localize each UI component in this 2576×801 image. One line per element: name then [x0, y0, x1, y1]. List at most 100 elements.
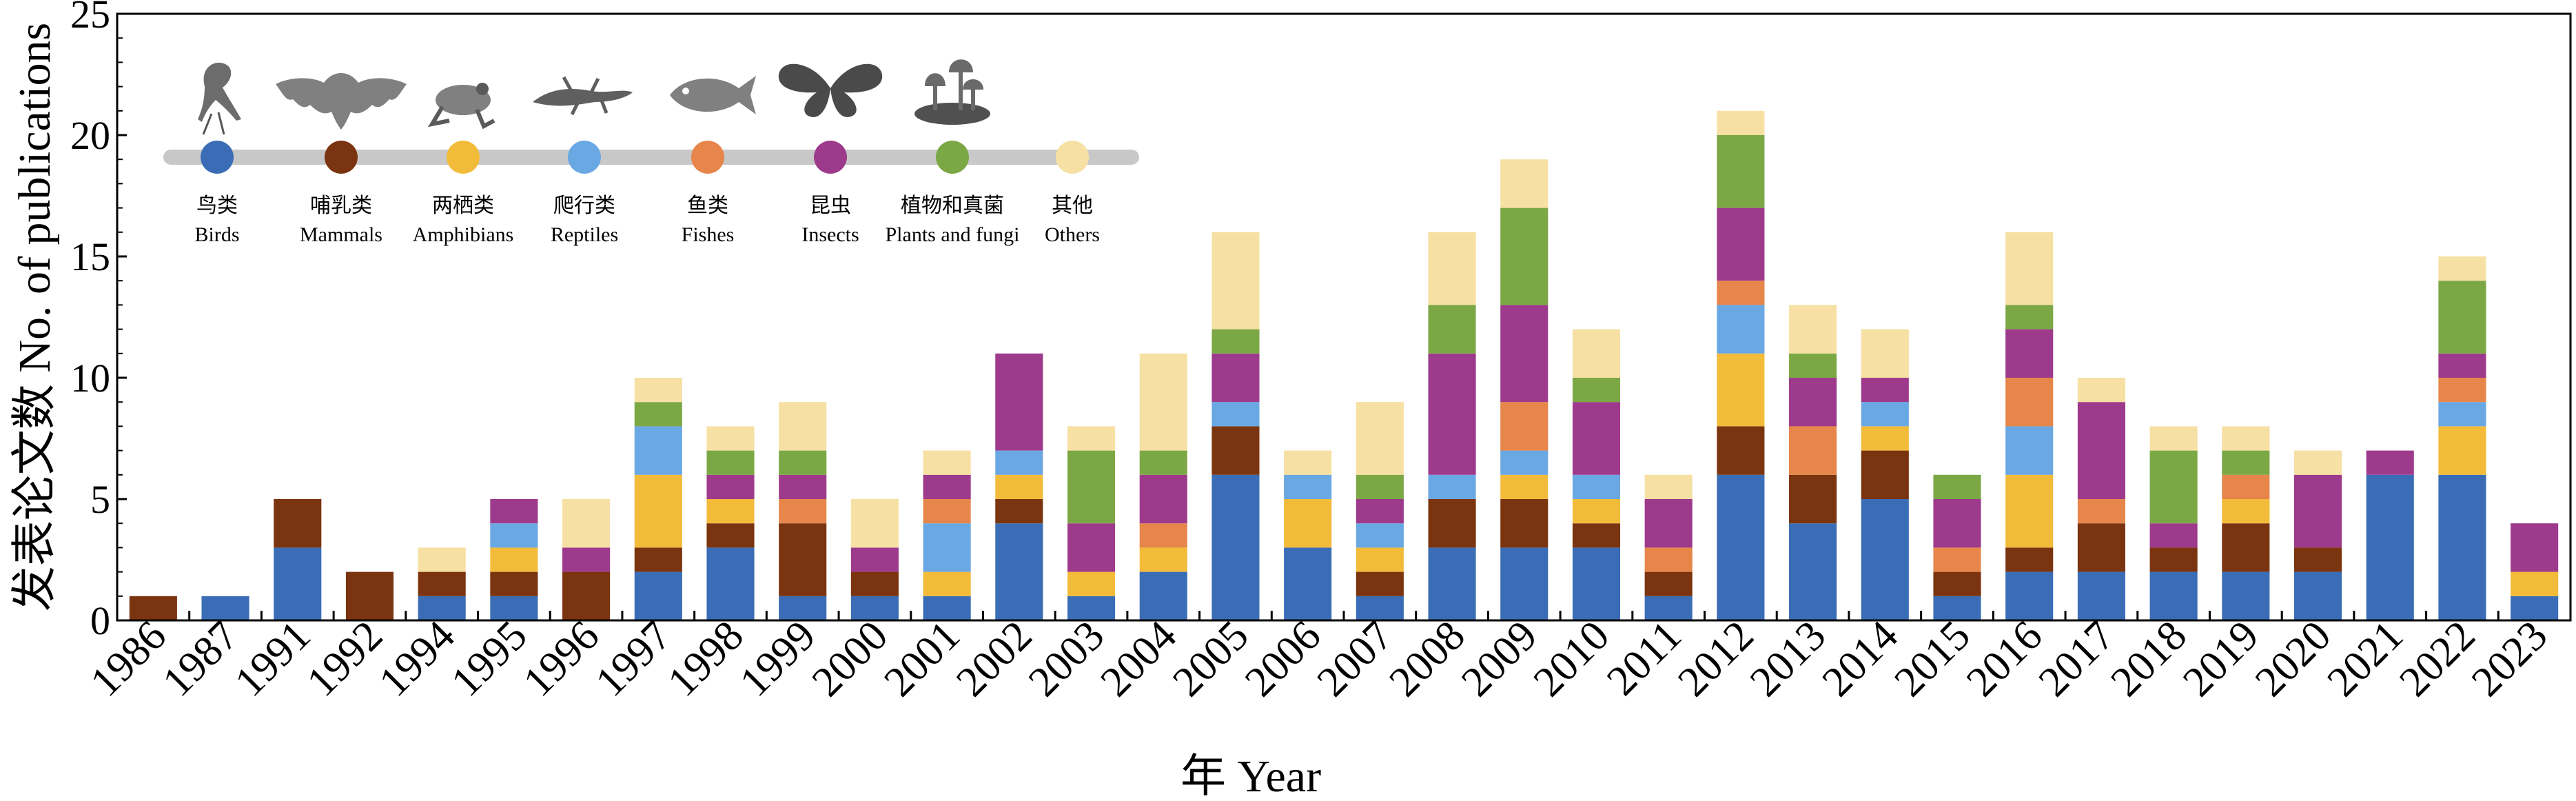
legend-label-en: Insects: [801, 223, 859, 246]
bar-segment-2012-fishes: [1717, 281, 1765, 305]
x-tick-label: 1991: [226, 612, 320, 706]
bar-segment-2013-plants-and-fungi: [1789, 353, 1837, 378]
bar-segment-1995-amphibians: [490, 547, 538, 572]
bar-segment-2014-amphibians: [1861, 426, 1909, 451]
bar-segment-2015-insects: [1933, 499, 1981, 548]
bar-segment-1999-others: [779, 402, 827, 451]
bar-segment-2006-amphibians: [1284, 499, 1332, 548]
bar-segment-2016-others: [2005, 232, 2054, 305]
bar-segment-2009-others: [1500, 159, 1548, 208]
bar-segment-1994-mammals: [418, 571, 466, 596]
bar-segment-2001-others: [923, 450, 971, 475]
bar-segment-2019-plants-and-fungi: [2222, 450, 2270, 475]
bar-segment-1998-amphibians: [706, 499, 755, 524]
bar-segment-2005-insects: [1212, 353, 1260, 403]
x-tick-label: 2013: [1741, 612, 1835, 706]
x-tick-label: 1999: [731, 612, 825, 706]
x-tick-label: 2002: [948, 612, 1041, 706]
bar-segment-2013-mammals: [1789, 474, 1837, 524]
bar-segment-2008-others: [1428, 232, 1476, 305]
bar-segment-1997-others: [634, 378, 682, 403]
bar-segment-2014-others: [1861, 329, 1909, 378]
bar-segment-2013-fishes: [1789, 426, 1837, 475]
bar-segment-1997-birds: [634, 571, 682, 620]
x-tick-label: 2012: [1669, 612, 1763, 706]
bar-segment-2017-mammals: [2077, 523, 2125, 572]
bar-segment-1996-insects: [562, 547, 611, 572]
bar-segment-2000-birds: [850, 596, 899, 620]
bar-segment-2001-amphibians: [923, 571, 971, 596]
legend-label-en: Fishes: [682, 223, 735, 246]
bar-segment-1996-mammals: [562, 571, 611, 620]
bar-segment-2016-birds: [2005, 571, 2054, 620]
bar-segment-2019-birds: [2222, 571, 2270, 620]
bar-segment-2014-birds: [1861, 499, 1909, 620]
x-tick-label: 1996: [515, 612, 609, 706]
bar-segment-2002-amphibians: [995, 474, 1043, 499]
bar-segment-2017-fishes: [2077, 499, 2125, 524]
bar-segment-2013-birds: [1789, 523, 1837, 620]
bar-segment-2016-amphibians: [2005, 474, 2054, 548]
bar-segment-2003-plants-and-fungi: [1067, 450, 1116, 524]
bar-segment-1995-insects: [490, 499, 538, 524]
legend-label-zh: 其他: [1052, 194, 1093, 217]
x-axis: 1986198719911992199419951996199719981999…: [81, 611, 2557, 706]
bar-segment-2023-amphibians: [2511, 571, 2559, 596]
y-axis: 0 5 10 15 20 25: [70, 0, 127, 643]
bar-segment-1997-mammals: [634, 547, 682, 572]
bar-segment-1999-insects: [779, 474, 827, 499]
bar-segment-2018-birds: [2149, 571, 2198, 620]
bar-segment-2023-birds: [2511, 596, 2559, 620]
lizard-icon: [533, 76, 633, 116]
bar-segment-1999-plants-and-fungi: [779, 450, 827, 475]
bar-segment-2009-birds: [1500, 547, 1548, 620]
bar-segment-2002-birds: [995, 523, 1043, 620]
bar-segment-2008-birds: [1428, 547, 1476, 620]
x-tick-label: 2004: [1092, 612, 1185, 706]
bar-segment-2023-insects: [2511, 523, 2559, 572]
x-tick-label: 2017: [2030, 612, 2124, 706]
bar-segment-2010-plants-and-fungi: [1572, 378, 1621, 403]
bar-segment-2012-birds: [1717, 474, 1765, 620]
bar-segment-2016-plants-and-fungi: [2005, 305, 2054, 329]
bar-segment-2022-insects: [2438, 353, 2486, 378]
bar-segment-2002-mammals: [995, 499, 1043, 524]
bar-segment-2011-birds: [1644, 596, 1693, 620]
bar-segment-2006-others: [1284, 450, 1332, 475]
bar-segment-2007-others: [1356, 402, 1404, 475]
bar-segment-2007-reptiles: [1356, 523, 1404, 548]
bar-segment-2012-others: [1717, 110, 1765, 135]
legend-swatch-plants-and-fungi: [936, 141, 969, 174]
bar-segment-2022-amphibians: [2438, 426, 2486, 475]
legend-label-zh: 鱼类: [687, 194, 728, 217]
bar-segment-1998-plants-and-fungi: [706, 450, 755, 475]
bar-segment-2009-mammals: [1500, 499, 1548, 548]
x-tick-label: 1995: [442, 612, 536, 706]
bar-segment-2015-plants-and-fungi: [1933, 474, 1981, 499]
bar-segment-2018-mammals: [2149, 547, 2198, 572]
x-tick-label: 1998: [659, 612, 753, 706]
x-tick-label: 1994: [370, 612, 464, 706]
x-tick-label: 1987: [154, 612, 247, 706]
bar-segment-2000-insects: [850, 547, 899, 572]
bar-segment-2004-amphibians: [1139, 547, 1187, 572]
x-tick-label: 2022: [2391, 612, 2484, 706]
legend-swatch-amphibians: [447, 141, 480, 174]
bar-segment-2012-mammals: [1717, 426, 1765, 475]
x-tick-label: 2006: [1236, 612, 1330, 706]
bar-segment-1998-mammals: [706, 523, 755, 548]
bar-segment-2013-insects: [1789, 378, 1837, 427]
bar-segment-2001-insects: [923, 474, 971, 499]
bar-segment-2002-insects: [995, 353, 1043, 451]
bar-segment-1995-reptiles: [490, 523, 538, 548]
bar-segment-2015-mammals: [1933, 571, 1981, 596]
bar-segment-2000-mammals: [850, 571, 899, 596]
bars-layer: [129, 110, 2559, 620]
y-axis-title: 发表论文数 No. of publications: [10, 23, 60, 611]
bar-segment-2017-others: [2077, 378, 2125, 403]
bar-segment-1994-birds: [418, 596, 466, 620]
bar-segment-1998-insects: [706, 474, 755, 499]
bar-segment-1999-mammals: [779, 523, 827, 596]
bar-segment-2010-amphibians: [1572, 499, 1621, 524]
x-tick-label: 2005: [1164, 612, 1258, 706]
